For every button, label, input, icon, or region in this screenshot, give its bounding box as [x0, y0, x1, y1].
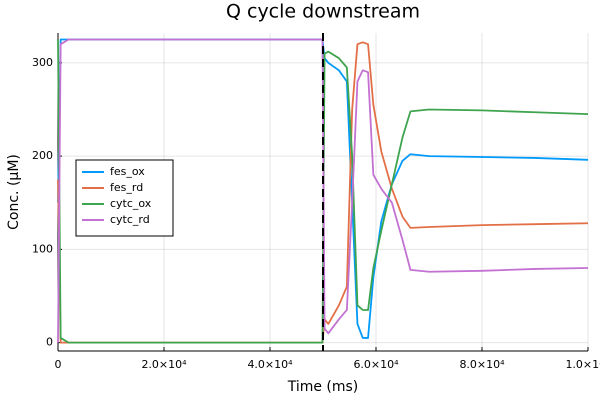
x-tick-label: 4.0×10⁴: [247, 358, 293, 371]
y-tick-label: 100: [32, 242, 53, 255]
y-tick-label: 200: [32, 149, 53, 162]
x-tick-label: 1.0×10⁵: [565, 358, 600, 371]
data-line: [57, 38, 589, 343]
legend-label: cytc_rd: [110, 213, 150, 226]
chart-title: Q cycle downstream: [226, 1, 420, 23]
legend-label: fes_ox: [110, 165, 145, 178]
legend-label: fes_rd: [110, 181, 143, 194]
x-tick-label: 0: [55, 358, 62, 371]
x-axis-label: Time (ms): [287, 379, 359, 395]
x-tick-label: 2.0×10⁴: [141, 358, 187, 371]
legend: fes_ox fes_rd cytc_ox cytc_rd: [75, 159, 174, 237]
y-tick-label: 300: [32, 56, 53, 69]
y-tick-label: 0: [46, 336, 53, 349]
x-tick-label: 6.0×10⁴: [353, 358, 399, 371]
legend-label: cytc_ox: [110, 197, 152, 210]
data-line: [57, 39, 589, 344]
x-tick-label: 8.0×10⁴: [459, 358, 505, 371]
y-axis-label: Conc. (μM): [6, 154, 22, 230]
